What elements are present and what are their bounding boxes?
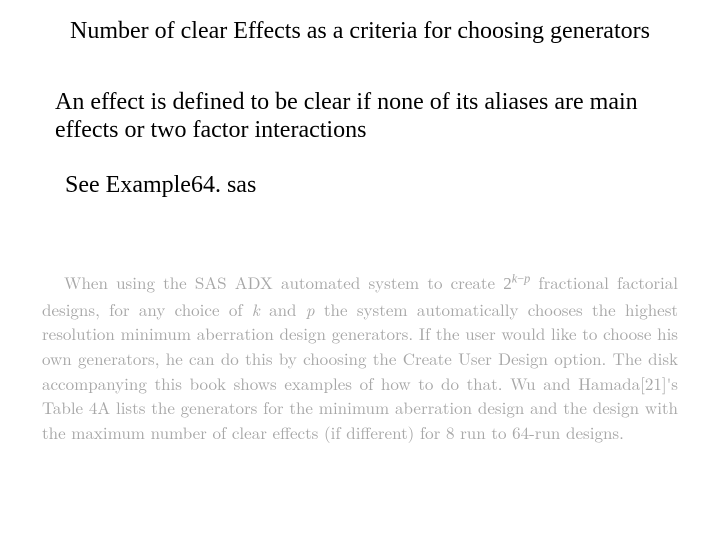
definition-text: An effect is defined to be clear if none… [55, 88, 650, 145]
math-base: 2 [503, 274, 512, 293]
slide: Number of clear Effects as a criteria fo… [0, 0, 720, 540]
see-example-text: See Example64. sas [65, 172, 256, 199]
paragraph-p: p [306, 297, 315, 321]
paragraph-and: and [260, 297, 306, 321]
paragraph-part1: When using the SAS ADX automated system … [64, 270, 503, 294]
slide-title: Number of clear Effects as a criteria fo… [70, 18, 680, 46]
paragraph-k: k [252, 297, 260, 321]
math-expression: 2k−p [503, 274, 530, 293]
body-paragraph: When using the SAS ADX automated system … [42, 270, 678, 444]
